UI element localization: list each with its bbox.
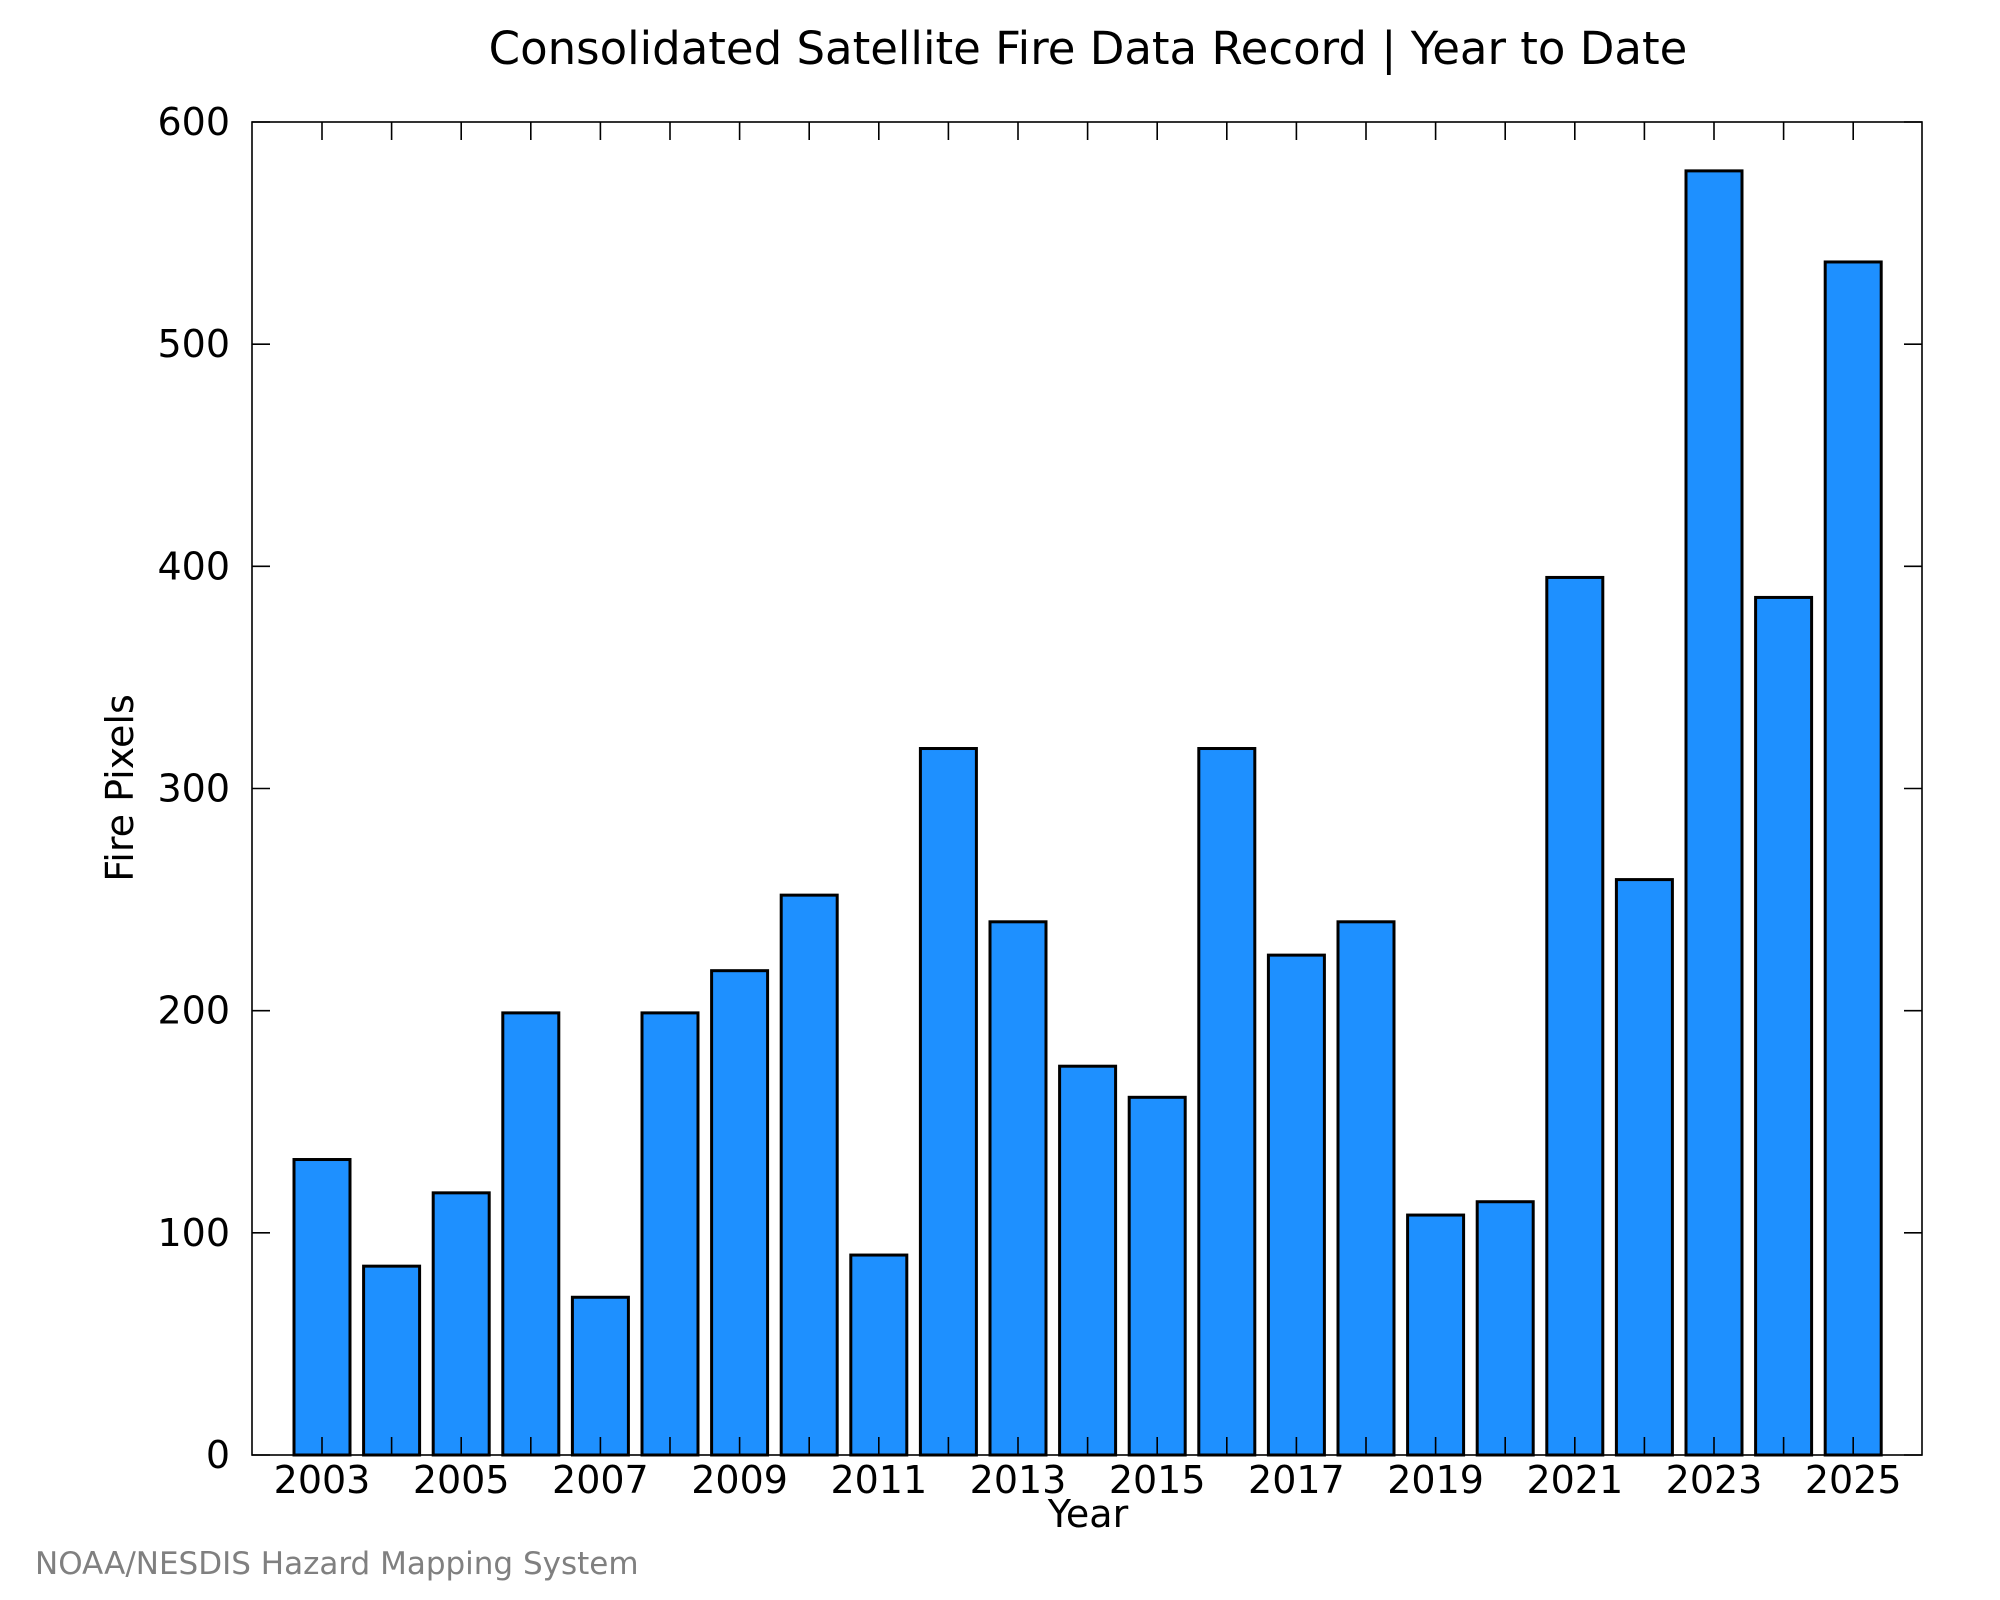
bar-2015	[1127, 1095, 1187, 1457]
bar-2011	[849, 1253, 909, 1457]
x-tick-label-2011: 2011	[830, 1458, 927, 1502]
x-tick-label-2005: 2005	[413, 1458, 510, 1502]
chart-title: Consolidated Satellite Fire Data Record …	[489, 22, 1688, 75]
bar-2022	[1614, 878, 1674, 1457]
x-tick-label-2019: 2019	[1387, 1458, 1484, 1502]
x-tick-label-2015: 2015	[1109, 1458, 1206, 1502]
bar-2018	[1336, 920, 1396, 1457]
y-tick-label-200: 200	[157, 989, 230, 1033]
bar-2019	[1406, 1213, 1466, 1457]
plot-area: 0 100 200 300 400 500 600 2003 2005 2007 2009 2011 2…	[157, 100, 1923, 1502]
bar-2010	[779, 893, 839, 1457]
x-tick-label-2025: 2025	[1805, 1458, 1902, 1502]
bar-2025	[1823, 260, 1883, 1457]
bar-2006	[501, 1011, 561, 1457]
credit-text: NOAA/NESDIS Hazard Mapping System	[35, 1546, 639, 1582]
x-tick-label-2003: 2003	[274, 1458, 371, 1502]
bar-2023	[1684, 169, 1744, 1457]
x-tick-label-2007: 2007	[552, 1458, 649, 1502]
y-tick-label-600: 600	[157, 100, 230, 144]
bar-2014	[1058, 1064, 1118, 1457]
bar-2021	[1545, 575, 1605, 1457]
bar-2004	[362, 1264, 422, 1457]
bar-2013	[988, 920, 1048, 1457]
y-tick-label-500: 500	[157, 322, 230, 366]
bar-2009	[710, 969, 770, 1457]
bar-2017	[1266, 953, 1326, 1457]
bar-2008	[640, 1011, 700, 1457]
x-tick-label-2021: 2021	[1526, 1458, 1623, 1502]
y-axis-label: Fire Pixels	[98, 694, 142, 882]
bar-2012	[918, 747, 978, 1457]
x-tick-label-2009: 2009	[691, 1458, 788, 1502]
bar-2024	[1754, 595, 1814, 1457]
y-tick-label-0: 0	[206, 1433, 230, 1477]
x-axis-label: Year	[1047, 1492, 1129, 1536]
x-tick-label-2013: 2013	[970, 1458, 1067, 1502]
y-tick-label-100: 100	[157, 1211, 230, 1255]
x-tick-label-2017: 2017	[1248, 1458, 1345, 1502]
bar-2016	[1197, 747, 1257, 1457]
y-tick-label-400: 400	[157, 544, 230, 588]
bar-2005	[431, 1191, 491, 1457]
bar-2007	[570, 1295, 630, 1457]
x-tick-label-2023: 2023	[1666, 1458, 1763, 1502]
bar-2003	[292, 1158, 352, 1457]
bar-2020	[1475, 1200, 1535, 1457]
y-tick-label-300: 300	[157, 767, 230, 811]
